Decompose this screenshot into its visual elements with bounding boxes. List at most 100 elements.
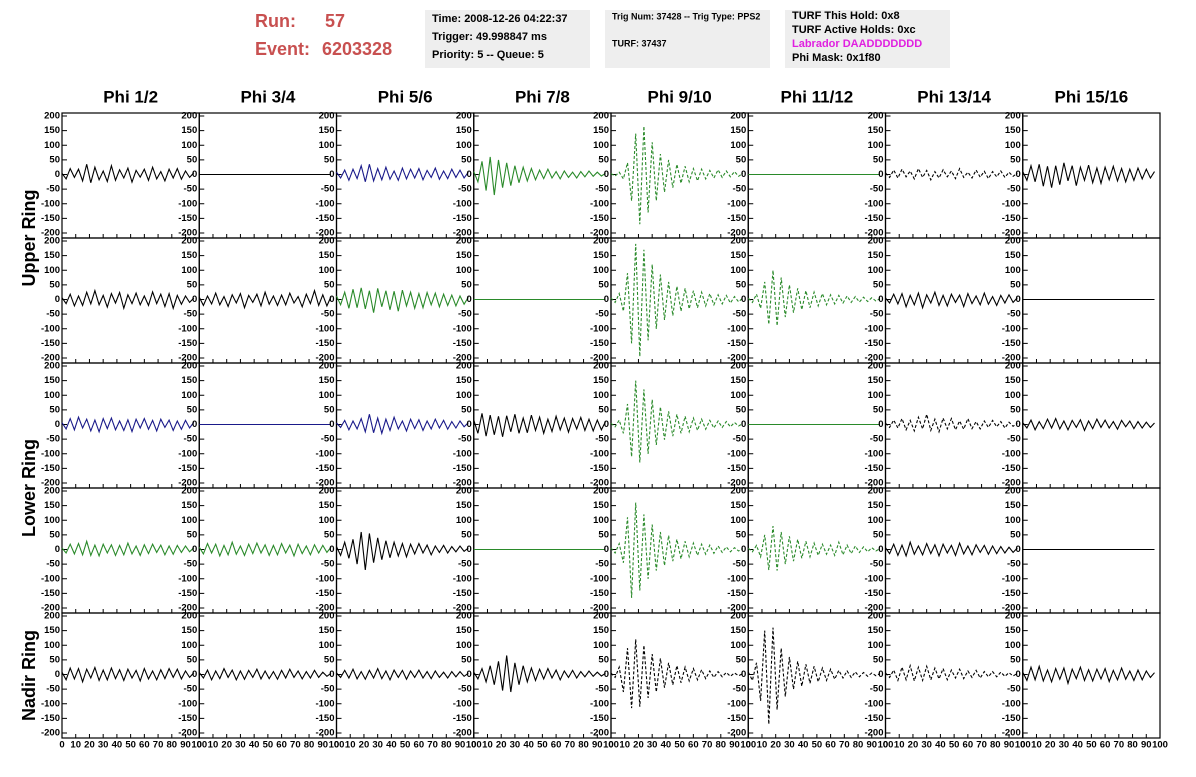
y-tick-label: 150 [1005, 500, 1021, 511]
y-tick-label: 50 [324, 404, 335, 415]
y-tick-label: 0 [192, 169, 197, 180]
y-tick-label: 50 [49, 279, 60, 290]
y-tick-label: 200 [319, 236, 335, 247]
y-tick-label: 50 [598, 279, 609, 290]
y-tick-label: -100 [315, 198, 334, 209]
y-tick-label: 100 [730, 390, 746, 401]
x-tick-label: 50 [400, 740, 411, 751]
waveform [610, 502, 744, 598]
y-tick-label: 0 [741, 169, 746, 180]
x-tick-label: 10 [482, 740, 493, 751]
x-tick-label: 70 [153, 740, 164, 751]
y-tick-label: 0 [1015, 544, 1020, 555]
y-tick-label: 200 [181, 361, 197, 372]
y-tick-label: -100 [590, 198, 609, 209]
y-tick-label: 100 [1005, 640, 1021, 651]
y-tick-label: 0 [466, 544, 471, 555]
y-tick-label: 0 [1015, 669, 1020, 680]
waveform [1022, 417, 1155, 432]
x-tick-label: 90 [866, 740, 877, 751]
y-tick-label: -200 [590, 603, 609, 614]
y-tick-label: 100 [319, 515, 335, 526]
y-tick-label: 100 [456, 390, 472, 401]
y-tick-label: 50 [49, 654, 60, 665]
x-tick-label: 80 [578, 740, 589, 751]
x-tick-label: 80 [441, 740, 452, 751]
ring-label: Lower Ring [19, 439, 39, 537]
waveform [885, 167, 1018, 182]
waveform [336, 531, 469, 571]
column-title: Phi 13/14 [917, 87, 991, 106]
y-tick-label: 200 [181, 611, 197, 622]
y-tick-label: -150 [864, 713, 883, 724]
x-tick-label: 20 [84, 740, 95, 751]
y-tick-label: -200 [1002, 478, 1021, 489]
y-tick-label: 50 [1010, 279, 1021, 290]
y-tick-label: 100 [593, 640, 609, 651]
y-tick-label: -200 [315, 228, 334, 239]
y-tick-label: 200 [1005, 111, 1021, 122]
y-tick-label: -200 [453, 478, 472, 489]
run-number: 57 [325, 11, 345, 31]
y-tick-label: 100 [44, 515, 60, 526]
y-tick-label: 50 [461, 404, 472, 415]
x-tick-label: 0 [471, 740, 476, 751]
waveform [885, 663, 1018, 683]
y-tick-label: 150 [181, 250, 197, 261]
y-tick-label: 150 [593, 125, 609, 136]
x-tick-label: 40 [935, 740, 946, 751]
waveform [61, 163, 195, 184]
y-tick-label: -50 [595, 434, 609, 445]
y-tick-label: -150 [315, 713, 334, 724]
y-tick-label: 200 [456, 236, 472, 247]
y-tick-label: 0 [741, 294, 746, 305]
x-tick-label: 30 [921, 740, 932, 751]
y-tick-label: -200 [453, 228, 472, 239]
y-tick-label: -150 [864, 213, 883, 224]
y-tick-label: -50 [870, 684, 884, 695]
x-tick-label: 60 [139, 740, 150, 751]
y-tick-label: -100 [864, 573, 883, 584]
y-tick-label: 200 [181, 486, 197, 497]
y-tick-label: 150 [730, 500, 746, 511]
x-tick-label: 90 [1004, 740, 1015, 751]
y-tick-label: -200 [590, 228, 609, 239]
y-tick-label: 200 [319, 361, 335, 372]
event-number: 6203328 [322, 39, 392, 59]
y-tick-label: 100 [868, 265, 884, 276]
waveform [610, 243, 744, 357]
y-tick-label: -50 [184, 434, 198, 445]
y-tick-label: 150 [44, 500, 60, 511]
y-tick-label: -100 [453, 323, 472, 334]
y-tick-label: 100 [730, 640, 746, 651]
y-tick-label: -100 [178, 198, 197, 209]
y-tick-label: 0 [55, 419, 60, 430]
y-tick-label: 50 [873, 279, 884, 290]
y-tick-label: -150 [1002, 213, 1021, 224]
y-tick-label: 100 [44, 140, 60, 151]
y-tick-label: -100 [590, 448, 609, 459]
y-tick-label: 0 [192, 669, 197, 680]
y-tick-label: -50 [1007, 434, 1021, 445]
y-tick-label: -150 [178, 463, 197, 474]
y-tick-label: -100 [315, 698, 334, 709]
y-tick-label: -200 [727, 353, 746, 364]
y-tick-label: 0 [192, 419, 197, 430]
y-tick-label: -50 [321, 684, 335, 695]
y-tick-label: -50 [458, 434, 472, 445]
column-title: Phi 7/8 [515, 87, 570, 106]
x-tick-label: 10 [757, 740, 768, 751]
y-tick-label: -200 [864, 603, 883, 614]
y-tick-label: 50 [324, 654, 335, 665]
y-tick-label: -200 [315, 478, 334, 489]
y-tick-label: -200 [41, 603, 60, 614]
y-tick-label: 50 [461, 279, 472, 290]
y-tick-label: -150 [590, 463, 609, 474]
y-tick-label: -100 [178, 573, 197, 584]
y-tick-label: -100 [41, 198, 60, 209]
y-tick-label: 0 [329, 669, 334, 680]
y-tick-label: 0 [55, 294, 60, 305]
y-tick-label: -150 [453, 713, 472, 724]
y-tick-label: 200 [181, 111, 197, 122]
